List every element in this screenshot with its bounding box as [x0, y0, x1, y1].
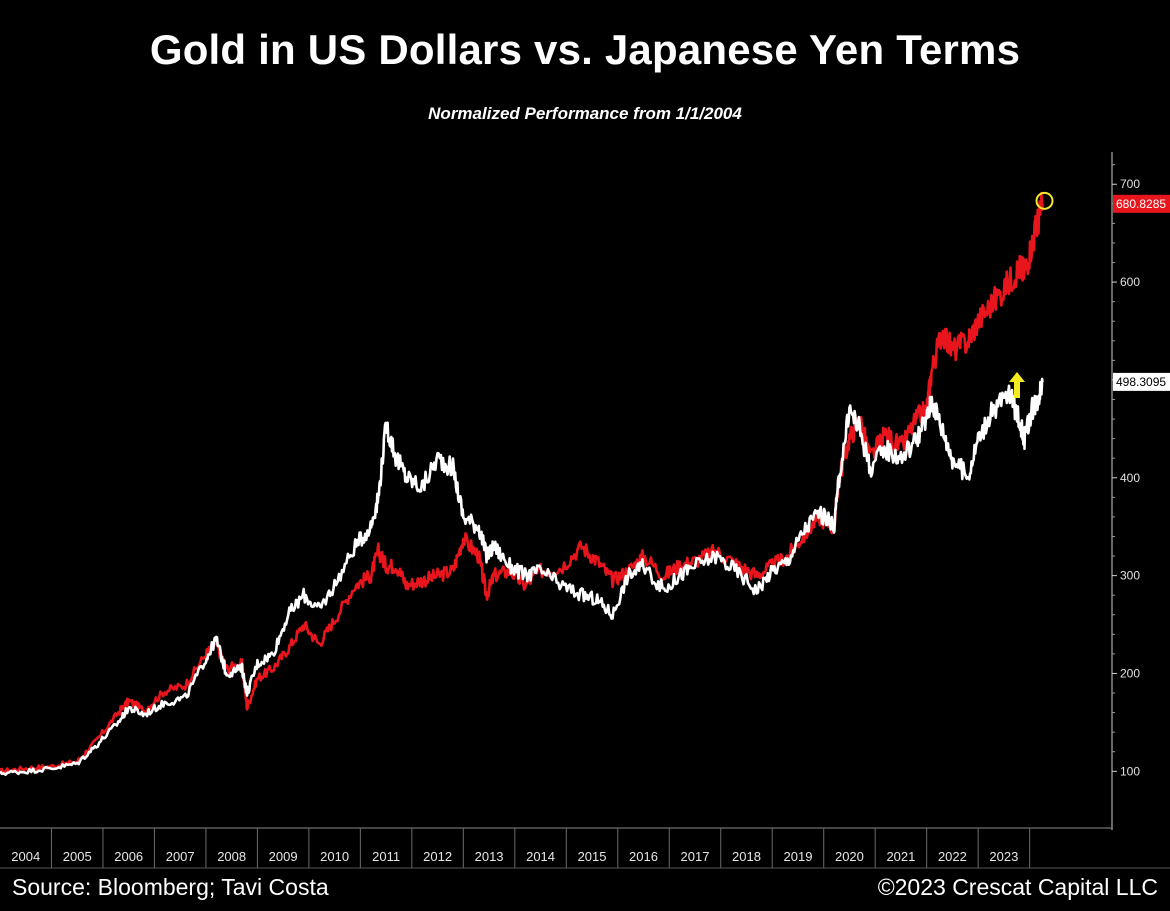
x-tick-label: 2019 [784, 849, 813, 864]
x-tick-label: 2013 [475, 849, 504, 864]
x-tick-label: 2011 [372, 849, 400, 864]
last-value-box [1113, 194, 1170, 213]
up-arrow-icon [1009, 372, 1025, 398]
series-line-jpy [0, 191, 1044, 775]
x-tick-label: 2010 [320, 849, 349, 864]
x-axis: 2004 2005 2006 2007 2008 2009 2010 2011 2012 2013… [0, 827, 1170, 869]
y-tick-label: 200 [1120, 666, 1140, 680]
series-lines [0, 191, 1044, 777]
x-tick-label: 2005 [63, 849, 92, 864]
x-tick-label: 2023 [989, 849, 1018, 864]
last-value-box [1113, 372, 1170, 391]
x-tick-label: 2009 [269, 849, 298, 864]
y-tick-label: 100 [1120, 764, 1140, 778]
y-tick-label: 400 [1120, 471, 1140, 485]
x-tick-label: 2006 [114, 849, 143, 864]
x-tick-label: 2016 [629, 849, 658, 864]
x-tick-label: 2022 [938, 849, 967, 864]
x-tick-label: 2021 [886, 849, 915, 864]
y-tick-label: 600 [1120, 275, 1140, 289]
chart-subtitle: Normalized Performance from 1/1/2004 [428, 104, 742, 123]
source-note: Source: Bloomberg; Tavi Costa [12, 874, 329, 900]
x-tick-label: 2008 [217, 849, 246, 864]
series-line-usd [0, 377, 1044, 777]
last-value-label: 680.8285 [1116, 197, 1166, 211]
annotations [1009, 191, 1054, 398]
y-tick-label: 700 [1120, 177, 1140, 191]
x-tick-label: 2020 [835, 849, 864, 864]
highlight-circle [1035, 191, 1054, 210]
x-tick-label: 2007 [166, 849, 195, 864]
x-tick-label: 2015 [578, 849, 607, 864]
x-tick-label: 2012 [423, 849, 452, 864]
chart-title: Gold in US Dollars vs. Japanese Yen Term… [149, 26, 1021, 73]
x-tick-label: 2018 [732, 849, 761, 864]
x-tick-label: 2017 [681, 849, 710, 864]
last-value-label: 498.3095 [1116, 375, 1166, 389]
y-tick-label: 300 [1120, 569, 1140, 583]
x-tick-label: 2004 [11, 849, 40, 864]
copyright-note: ©2023 Crescat Capital LLC [877, 874, 1158, 900]
x-tick-label: 2014 [526, 849, 555, 864]
